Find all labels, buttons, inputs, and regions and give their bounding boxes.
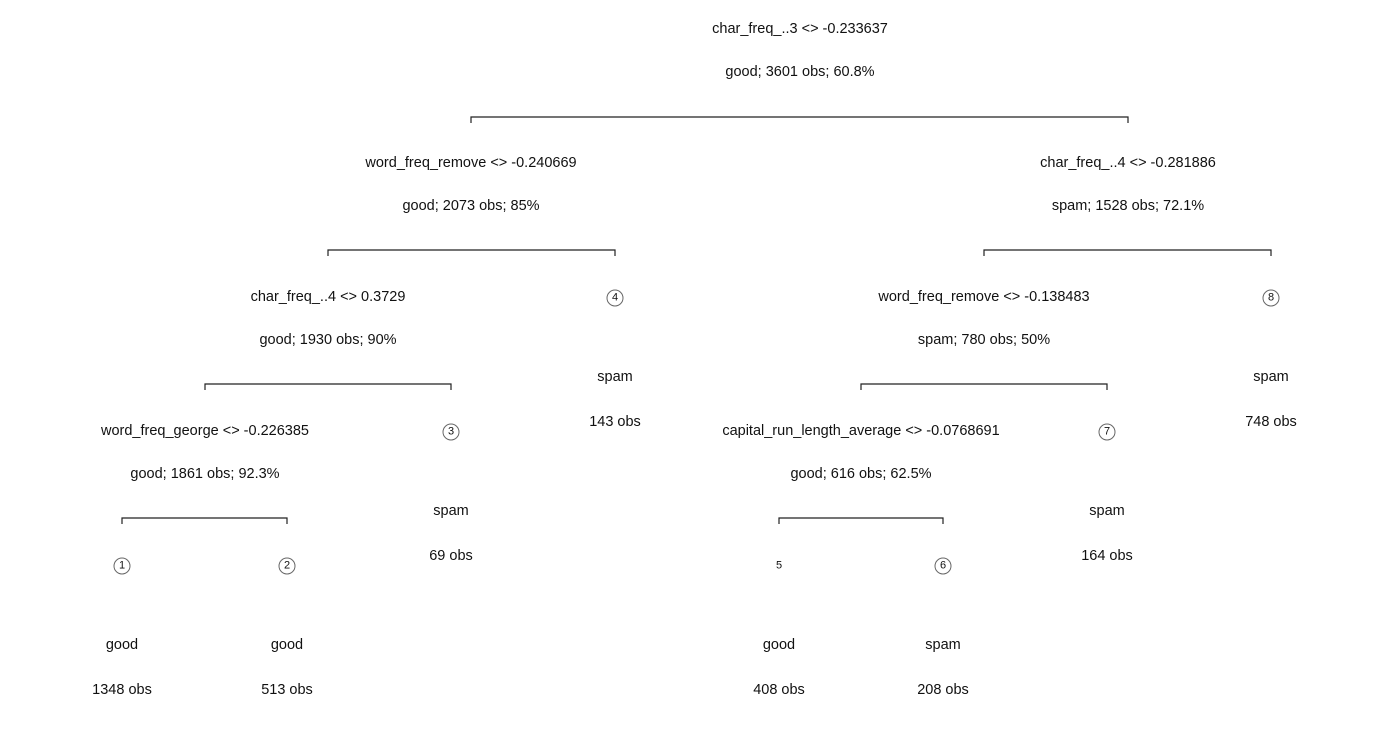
leaf-obs-label: 1348 obs (92, 681, 152, 698)
node-split-label: word_freq_remove <> -0.240669 (365, 154, 577, 171)
leaf-class-label: spam (597, 368, 633, 385)
leaf-class-label: spam (1253, 368, 1289, 385)
node-split-label: char_freq_..3 <> -0.233637 (712, 20, 888, 37)
split-bracket (327, 249, 616, 256)
node-split-label: char_freq_..4 <> 0.3729 (250, 288, 406, 305)
leaf-class-label: spam (925, 636, 961, 653)
node-summary-label: good; 3601 obs; 60.8% (725, 63, 875, 80)
split-bracket (470, 116, 1129, 123)
leaf-class-label: good (270, 636, 304, 653)
split-bracket (121, 517, 288, 524)
split-bracket (983, 249, 1272, 256)
split-bracket (778, 517, 944, 524)
leaf-number-badge: 4 (606, 289, 624, 307)
leaf-class-label: good (105, 636, 139, 653)
leaf-number-badge: 2 (278, 557, 296, 575)
node-summary-label: spam; 1528 obs; 72.1% (1051, 197, 1205, 214)
leaf-obs-label: 748 obs (1245, 413, 1297, 430)
leaf-obs-label: 208 obs (917, 681, 969, 698)
leaf-obs-label: 143 obs (589, 413, 641, 430)
leaf-obs-label: 164 obs (1081, 547, 1133, 564)
leaf-obs-label: 408 obs (753, 681, 805, 698)
leaf-number-badge: 7 (1098, 423, 1116, 441)
leaf-number-badge: 6 (934, 557, 952, 575)
leaf-number-badge: 3 (442, 423, 460, 441)
leaf-number-badge: 5 (770, 557, 788, 575)
node-summary-label: good; 1930 obs; 90% (259, 331, 397, 348)
leaf-class-label: spam (1089, 502, 1125, 519)
leaf-obs-label: 513 obs (261, 681, 313, 698)
split-bracket (860, 383, 1108, 390)
node-summary-label: good; 616 obs; 62.5% (790, 465, 932, 482)
leaf-number-badge: 1 (113, 557, 131, 575)
leaf-obs-label: 69 obs (429, 547, 473, 564)
node-summary-label: spam; 780 obs; 50% (917, 331, 1051, 348)
node-summary-label: good; 1861 obs; 92.3% (130, 465, 280, 482)
node-summary-label: good; 2073 obs; 85% (402, 197, 540, 214)
node-split-label: word_freq_remove <> -0.138483 (878, 288, 1090, 305)
node-split-label: capital_run_length_average <> -0.0768691 (722, 422, 1000, 439)
node-split-label: char_freq_..4 <> -0.281886 (1040, 154, 1216, 171)
node-split-label: word_freq_george <> -0.226385 (101, 422, 309, 439)
leaf-number-badge: 8 (1262, 289, 1280, 307)
split-bracket (204, 383, 452, 390)
leaf-class-label: good (762, 636, 796, 653)
leaf-class-label: spam (433, 502, 469, 519)
